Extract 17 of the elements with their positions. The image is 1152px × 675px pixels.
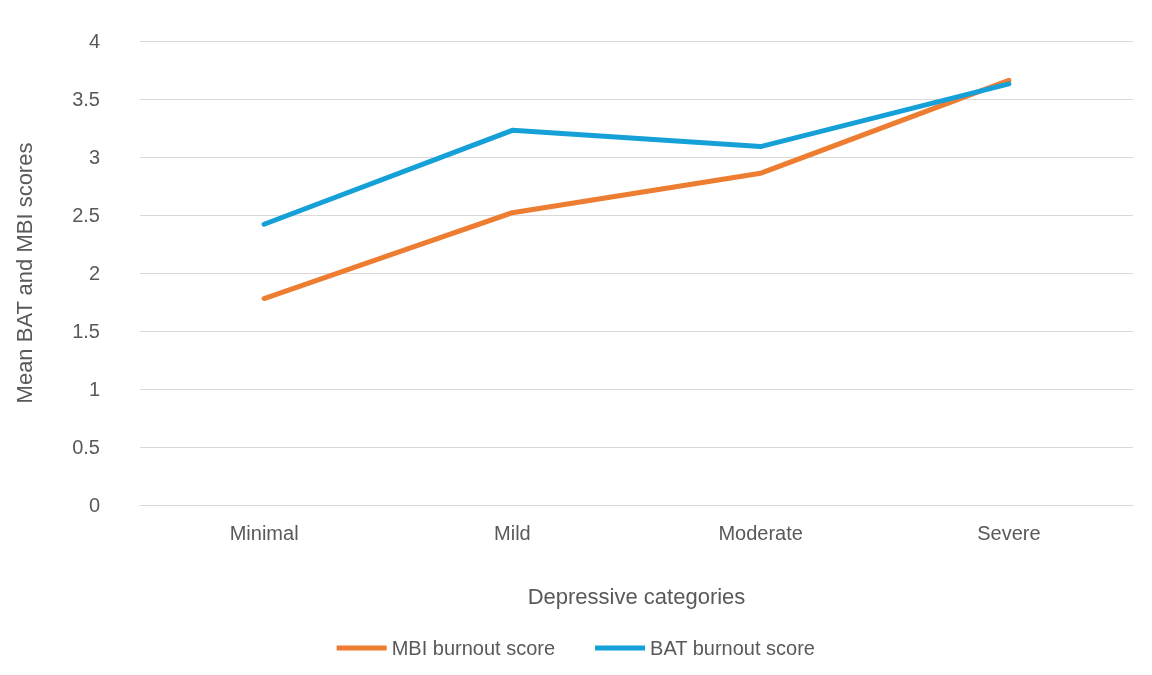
y-tick-label: 0 (88, 494, 100, 516)
y-tick-label: 3 (88, 146, 100, 168)
y-tick-label: 2.5 (72, 204, 100, 226)
legend-label: MBI burnout score (391, 637, 556, 659)
y-tick-label: 2 (88, 262, 100, 284)
x-tick-label: Moderate (718, 522, 803, 544)
y-tick-label: 1.5 (72, 320, 100, 342)
x-tick-label: Mild (494, 522, 531, 544)
y-tick-label: 1 (88, 378, 100, 400)
x-tick-label: Minimal (229, 522, 299, 544)
x-axis-title: Depressive categories (527, 583, 746, 609)
y-tick-label: 3.5 (72, 88, 100, 110)
y-tick-label: 0.5 (72, 436, 100, 458)
legend-label: BAT burnout score (650, 637, 815, 659)
y-tick-label: 4 (88, 30, 100, 52)
y-axis-title: Mean BAT and MBI scores (11, 142, 37, 404)
x-tick-label: Severe (977, 522, 1041, 544)
